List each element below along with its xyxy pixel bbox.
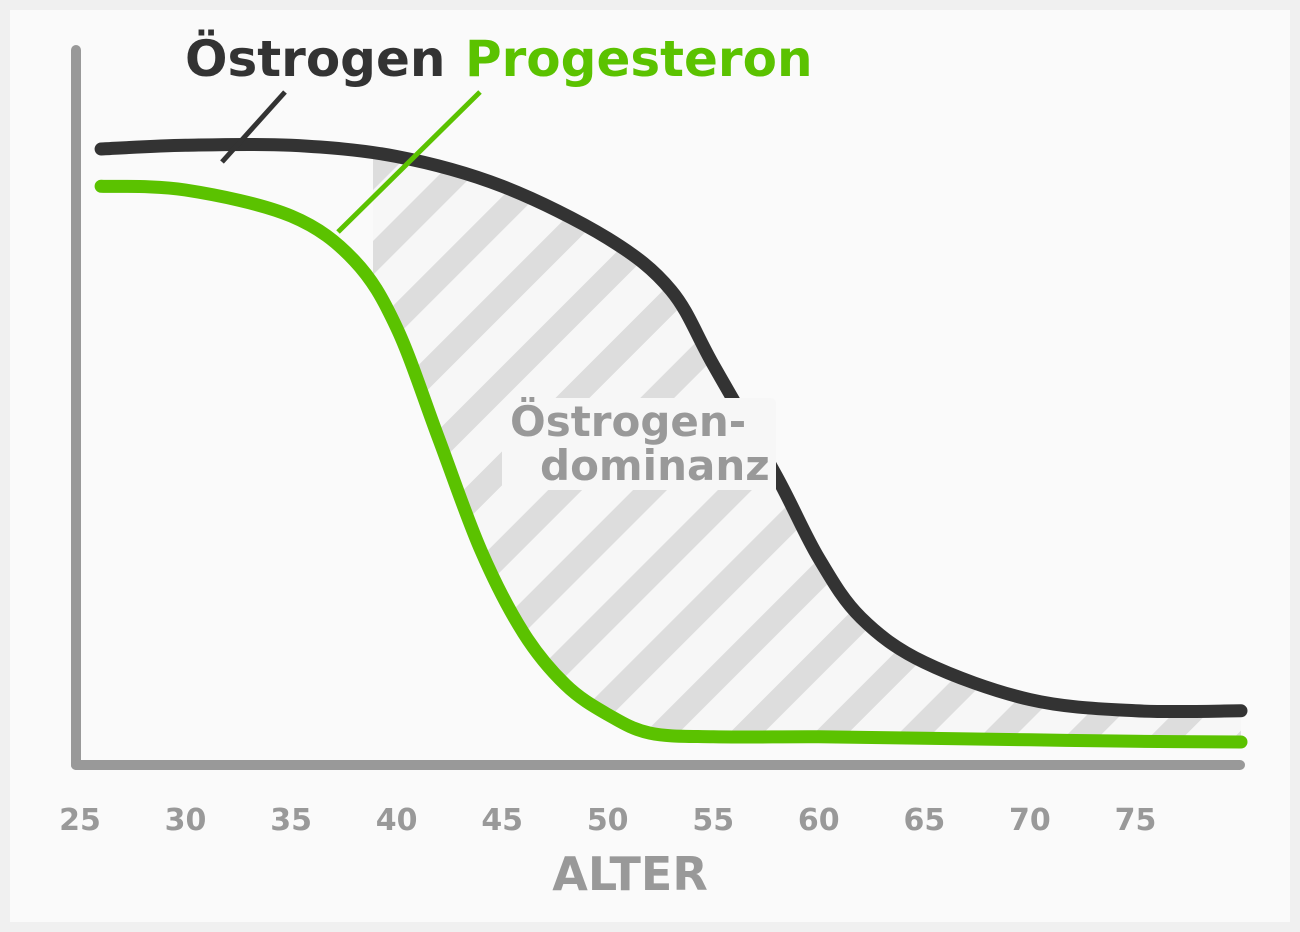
x-axis-title: ALTER: [552, 847, 708, 901]
leader-line-estrogen: [220, 90, 287, 164]
series-label-estrogen: Östrogen: [185, 29, 445, 88]
x-tick-label: 30: [165, 803, 207, 838]
series-label-progesterone: Progesteron: [465, 30, 813, 88]
annotation-box: Östrogen- dominanz: [502, 396, 776, 490]
annotation-background: [502, 398, 776, 490]
chart-frame: Östrogen Progesteron Östrogen- dominanz …: [10, 10, 1290, 922]
dominance-shading: [373, 152, 1241, 742]
series-line-estrogen: [94, 137, 1248, 719]
series-lines: [94, 137, 1248, 749]
leader-lines: [220, 90, 482, 234]
x-tick-label: 45: [481, 803, 523, 838]
dominance-area: [373, 152, 1241, 742]
x-tick-label: 50: [587, 803, 629, 838]
leader-line-progesterone: [336, 90, 482, 234]
annotation-line-1: Östrogen-: [510, 396, 746, 446]
x-tick-label: 65: [904, 803, 946, 838]
x-tick-label: 40: [376, 803, 418, 838]
x-tick-labels: 25 30 35 40 45 50 55 60 65 70 75: [59, 803, 1156, 838]
x-tick-label: 35: [270, 803, 312, 838]
x-tick-label: 55: [692, 803, 734, 838]
x-tick-label: 70: [1009, 803, 1051, 838]
chart: Östrogen Progesteron Östrogen- dominanz …: [59, 29, 1248, 901]
x-tick-label: 75: [1115, 803, 1157, 838]
series-line-progesterone: [94, 179, 1248, 749]
x-tick-label: 60: [798, 803, 840, 838]
x-tick-label: 25: [59, 803, 101, 838]
annotation-line-2: dominanz: [540, 441, 770, 490]
axes: [71, 45, 1245, 770]
series-labels: Östrogen Progesteron: [185, 29, 813, 88]
